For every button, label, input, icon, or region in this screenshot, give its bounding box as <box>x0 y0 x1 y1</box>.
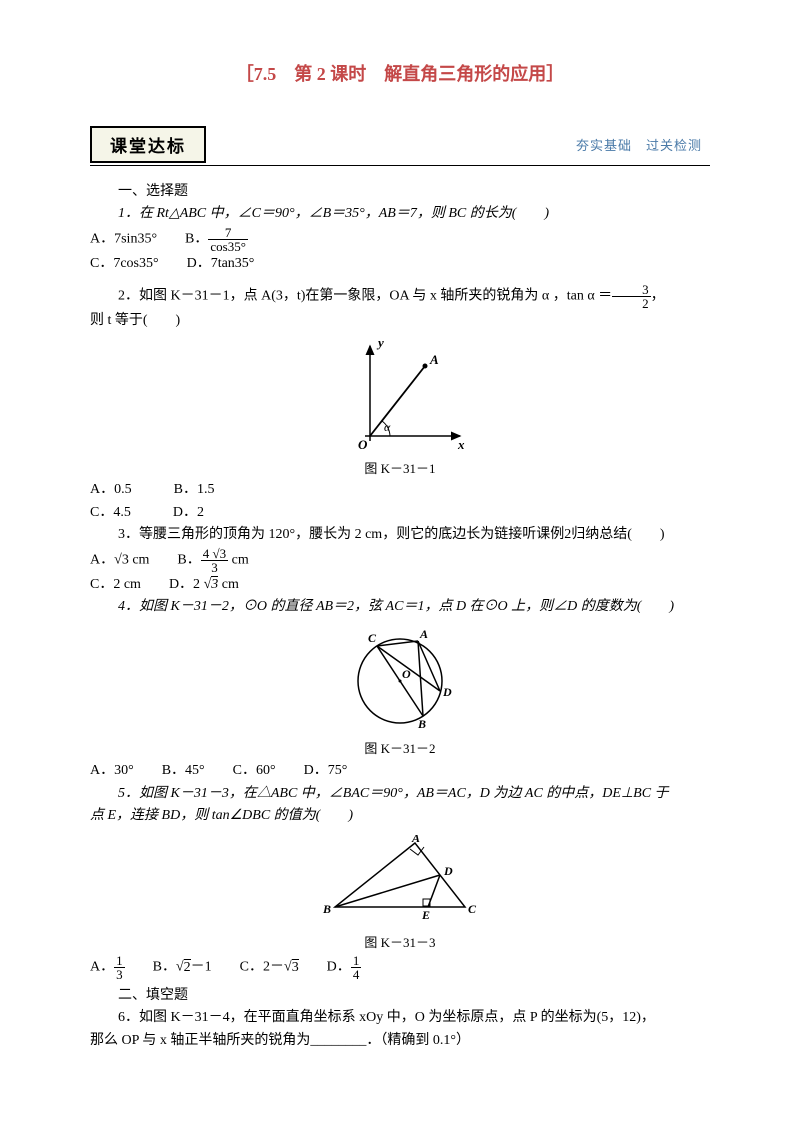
q6-stem-a: 6．如图 K－31－4，在平面直角坐标系 xOy 中，O 为坐标原点，点 P 的… <box>90 1007 710 1029</box>
svg-text:C: C <box>368 631 377 645</box>
q3-opts-ab: A．√3 cm B．4 √33 cm <box>90 547 710 574</box>
svg-text:A: A <box>429 352 439 367</box>
svg-text:O: O <box>358 437 368 451</box>
q2-diagram: A y x O α <box>90 341 710 451</box>
svg-text:D: D <box>442 685 452 699</box>
q6-stem-b: 那么 OP 与 x 轴正半轴所夹的锐角为________．（精确到 0.1°） <box>90 1030 710 1052</box>
q3-stem: 3．等腰三角形的顶角为 120°，腰长为 2 cm，则它的底边长为链接听课例2归… <box>90 524 710 546</box>
svg-text:C: C <box>468 902 477 916</box>
q5-stem-a: 5．如图 K－31－3，在△ABC 中，∠BAC＝90°，AB＝AC，D 为边 … <box>90 783 710 805</box>
triangle-icon: A B C D E <box>320 835 480 925</box>
q5-stem-b: 点 E，连接 BD，则 tan∠DBC 的值为( ) <box>90 805 710 827</box>
section-box: 课堂达标 <box>90 126 206 163</box>
q2-opts-cd: C．4.5 D．2 <box>90 502 710 524</box>
svg-text:A: A <box>419 627 428 641</box>
q2-stem-b: 则 t 等于( ) <box>90 310 710 332</box>
svg-text:y: y <box>376 341 384 350</box>
q5-caption: 图 K－31－3 <box>90 933 710 954</box>
q4-opts: A．30° B．45° C．60° D．75° <box>90 760 710 782</box>
q2-opts-ab: A．0.5 B．1.5 <box>90 479 710 501</box>
q5-diagram: A B C D E <box>90 835 710 925</box>
page-title: ［7.5 第 2 课时 解直角三角形的应用］ <box>90 60 710 86</box>
section-header: 课堂达标 夯实基础 过关检测 <box>90 126 710 166</box>
q2-caption: 图 K－31－1 <box>90 459 710 480</box>
coord-axes-icon: A y x O α <box>330 341 470 451</box>
q1-opts-cd: C．7cos35° D．7tan35° <box>90 253 710 275</box>
q1-opts-ab: A．7sin35° B．7cos35° <box>90 226 710 253</box>
q4-stem: 4．如图 K－31－2，⊙O 的直径 AB＝2，弦 AC＝1，点 D 在⊙O 上… <box>90 596 710 618</box>
q5-opts: A．13 B．√2－1 C．2－√3 D．14 <box>90 954 710 981</box>
svg-text:α: α <box>384 420 391 434</box>
svg-text:E: E <box>421 908 430 922</box>
content: 一、选择题 1．在 Rt△ABC 中，∠C＝90°，∠B＝35°，AB＝7，则 … <box>90 181 710 1052</box>
q1-stem: 1．在 Rt△ABC 中，∠C＝90°，∠B＝35°，AB＝7，则 BC 的长为… <box>90 203 710 225</box>
q3-opts-cd: C．2 cm D．2 √3 cm <box>90 574 710 596</box>
q4-diagram: C A D B O <box>90 626 710 731</box>
heading-fill: 二、填空题 <box>90 985 710 1007</box>
svg-text:O: O <box>402 667 411 681</box>
svg-text:x: x <box>457 437 465 451</box>
svg-text:B: B <box>322 902 331 916</box>
circle-icon: C A D B O <box>335 626 465 731</box>
svg-text:B: B <box>417 717 426 731</box>
heading-choice: 一、选择题 <box>90 181 710 203</box>
section-note: 夯实基础 过关检测 <box>576 135 702 154</box>
svg-text:D: D <box>443 864 453 878</box>
q4-caption: 图 K－31－2 <box>90 739 710 760</box>
svg-text:A: A <box>411 835 420 845</box>
q2-stem: 2．如图 K－31－1，点 A(3，t)在第一象限，OA 与 x 轴所夹的锐角为… <box>90 283 710 310</box>
